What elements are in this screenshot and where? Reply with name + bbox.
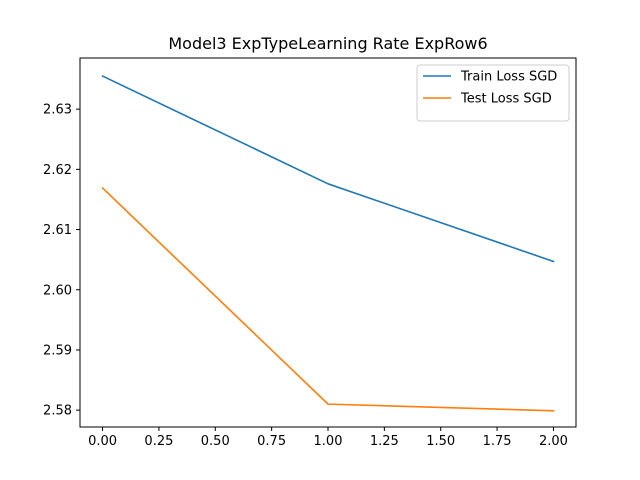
y-axis: 2.58 2.59 2.60 2.61 2.62 2.63: [43, 103, 80, 419]
series-line-1: [101, 186, 555, 412]
x-tick-label: 1.00: [314, 434, 343, 449]
x-tick-label: 1.25: [370, 434, 399, 449]
series-line-0: [101, 74, 555, 263]
x-tick-label: 2.00: [539, 434, 568, 449]
x-tick-label: 0.25: [144, 434, 173, 449]
y-tick-label: 2.61: [43, 223, 72, 238]
legend-box: [416, 64, 570, 122]
x-tick-label: 1.75: [483, 434, 512, 449]
legend-label-1: Test Loss SGD: [460, 92, 552, 107]
x-tick-label: 1.50: [426, 434, 455, 449]
y-tick-label: 2.62: [43, 163, 72, 178]
series-layer: [101, 74, 555, 412]
x-tick-label: 0.75: [257, 434, 286, 449]
y-tick-label: 2.59: [43, 343, 72, 358]
chart-title: Model3 ExpTypeLearning Rate ExpRow6: [168, 34, 487, 53]
y-tick-label: 2.58: [43, 404, 72, 419]
legend-label-0: Train Loss SGD: [460, 70, 557, 85]
y-tick-label: 2.63: [43, 103, 72, 118]
x-axis: 0.00 0.25 0.50 0.75 1.00 1.25 1.50 1.75 2.00: [88, 427, 568, 449]
y-tick-label: 2.60: [43, 283, 72, 298]
legend: Train Loss SGD Test Loss SGD: [416, 64, 570, 122]
x-tick-label: 0.50: [201, 434, 230, 449]
x-tick-label: 0.00: [88, 434, 117, 449]
